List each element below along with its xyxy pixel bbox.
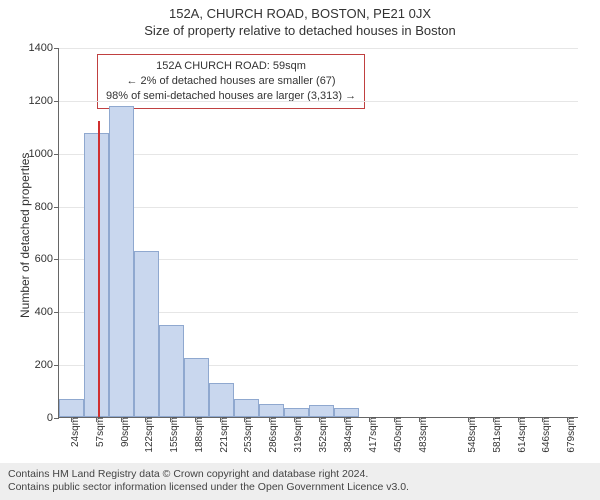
attribution-footer: Contains HM Land Registry data © Crown c… [0,463,600,500]
x-tick-label: 581sqm [489,417,503,453]
x-tick-label: 319sqm [290,417,304,453]
chart-container: 152A CHURCH ROAD: 59sqm ← 2% of detached… [58,48,578,418]
histogram-bar [334,408,359,417]
histogram-bar [234,399,259,418]
x-tick-label: 24sqm [67,417,81,447]
histogram-bar [259,404,284,417]
y-tick-label: 1000 [29,148,59,160]
x-tick-label: 155sqm [166,417,180,453]
x-tick-label: 679sqm [563,417,577,453]
y-tick-label: 600 [35,253,59,265]
x-tick-label: 221sqm [216,417,230,453]
gridline [59,101,578,102]
y-tick-label: 200 [35,359,59,371]
histogram-bar [59,399,84,417]
footer-line: Contains public sector information licen… [8,481,592,495]
y-tick-label: 400 [35,306,59,318]
x-tick-label: 188sqm [191,417,205,453]
y-tick-label: 800 [35,201,59,213]
y-tick-label: 1400 [29,42,59,54]
x-tick-label: 90sqm [117,417,131,447]
x-tick-label: 646sqm [538,417,552,453]
page-title-desc: Size of property relative to detached ho… [0,21,600,38]
x-tick-label: 352sqm [315,417,329,453]
x-tick-label: 286sqm [265,417,279,453]
histogram-bar [209,383,234,417]
legend-line: ← 2% of detached houses are smaller (67) [106,74,356,89]
y-axis-label: Number of detached properties [18,153,32,318]
legend-line: 152A CHURCH ROAD: 59sqm [106,59,356,74]
x-tick-label: 57sqm [92,417,106,447]
page-title-address: 152A, CHURCH ROAD, BOSTON, PE21 0JX [0,0,600,21]
x-tick-label: 614sqm [514,417,528,453]
histogram-bar [134,251,159,418]
histogram-bar [284,408,309,417]
histogram-bar [84,133,109,417]
plot-area: 152A CHURCH ROAD: 59sqm ← 2% of detached… [58,48,578,418]
histogram-bar [159,325,184,418]
gridline [59,48,578,49]
x-tick-label: 122sqm [141,417,155,453]
x-tick-label: 483sqm [415,417,429,453]
x-tick-label: 417sqm [365,417,379,453]
footer-line: Contains HM Land Registry data © Crown c… [8,468,592,482]
histogram-bar [109,106,134,417]
property-marker-line [98,121,100,417]
x-tick-label: 548sqm [464,417,478,453]
y-tick-label: 1200 [29,95,59,107]
gridline [59,207,578,208]
gridline [59,154,578,155]
y-tick-label: 0 [47,412,59,424]
x-tick-label: 384sqm [340,417,354,453]
x-tick-label: 450sqm [390,417,404,453]
histogram-bar [309,405,334,417]
x-tick-label: 253sqm [240,417,254,453]
histogram-bar [184,358,209,417]
